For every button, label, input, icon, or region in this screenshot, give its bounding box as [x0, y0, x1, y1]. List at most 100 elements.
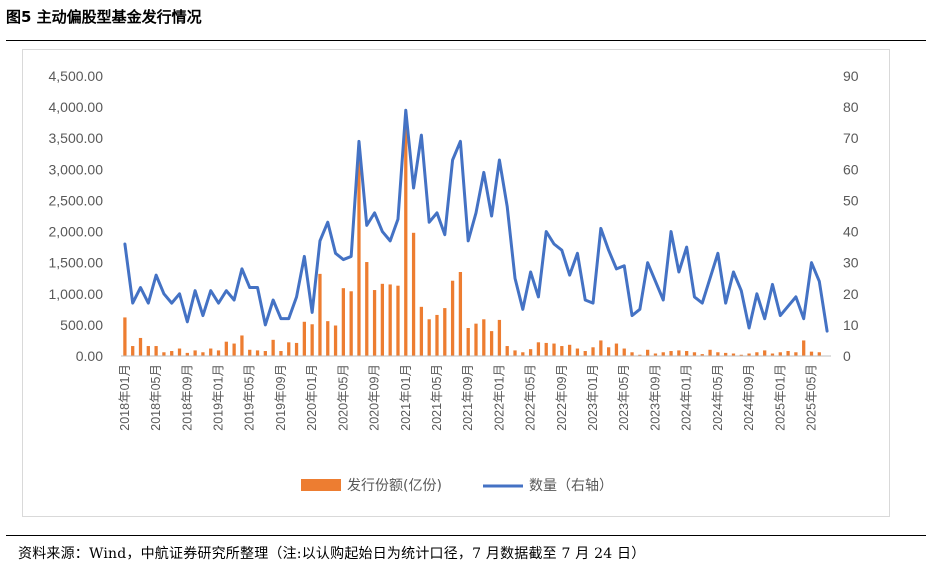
bar-issuance	[739, 354, 743, 356]
x-tick-label: 2018年05月	[149, 364, 163, 431]
x-tick-label: 2021年01月	[399, 364, 413, 431]
x-tick-label: 2023年09月	[648, 364, 662, 431]
bar-issuance	[685, 351, 689, 356]
bar-issuance	[310, 324, 314, 356]
bar-issuance	[263, 351, 267, 356]
bar-issuance	[185, 352, 189, 356]
bar-issuance	[162, 352, 166, 356]
bar-issuance	[326, 321, 330, 356]
bar-issuance	[669, 351, 673, 356]
x-tick-label: 2020年01月	[305, 364, 319, 431]
bar-issuance	[146, 346, 150, 356]
x-tick-label: 2019年05月	[243, 364, 257, 431]
x-tick-label: 2018年01月	[118, 364, 132, 431]
y-right-tick-label: 50	[843, 192, 859, 208]
x-tick-label: 2021年05月	[430, 364, 444, 431]
bar-issuance	[817, 352, 821, 356]
bar-issuance	[209, 348, 213, 356]
x-tick-label: 2025年05月	[804, 364, 818, 431]
bar-issuance	[513, 350, 517, 356]
x-tick-label: 2023年05月	[617, 364, 631, 431]
bar-issuance	[747, 353, 751, 356]
bar-issuance	[318, 273, 322, 356]
bar-issuance	[372, 290, 377, 356]
y-left-tick-label: 3,000.00	[49, 161, 104, 177]
y-left-tick-label: 1,000.00	[49, 286, 104, 302]
y-left-tick-label: 3,500.00	[49, 130, 104, 146]
x-tick-label: 2024年05月	[711, 364, 725, 431]
bar-issuance	[622, 348, 626, 356]
bar-issuance	[653, 353, 658, 356]
chart-frame: 0.00 500.00 1,000.00 1,500.00 2,000.00 2,500.…	[22, 49, 890, 517]
bar-issuance	[700, 354, 704, 356]
bar-issuance	[248, 349, 252, 356]
bar-issuance	[521, 352, 525, 356]
bar-issuance	[614, 343, 619, 356]
bar-issuance	[763, 350, 767, 356]
bar-issuance	[708, 349, 712, 356]
bar-issuance	[341, 288, 346, 356]
source-divider	[6, 535, 926, 536]
chart-svg: 0.00 500.00 1,000.00 1,500.00 2,000.00 2,500.…	[49, 68, 859, 494]
bar-issuance	[458, 272, 463, 356]
x-tick-label: 2020年05月	[336, 364, 350, 431]
bar-issuance	[287, 342, 291, 356]
bar-issuance	[255, 350, 260, 356]
bar-issuance	[505, 346, 509, 356]
bar-issuance	[567, 344, 572, 356]
bar-issuance	[131, 346, 135, 356]
bar-issuance	[646, 349, 650, 356]
legend-bar-swatch	[301, 479, 341, 491]
x-tick-label: 2019年09月	[274, 364, 288, 431]
legend-bar-label: 发行份额(亿份)	[347, 478, 442, 494]
bar-issuance	[497, 319, 502, 356]
bar-issuance	[552, 343, 556, 356]
x-tick-label: 2022年01月	[492, 364, 506, 431]
bar-issuance	[544, 342, 548, 356]
y-right-tick-label: 40	[843, 224, 859, 240]
bar-issuance	[466, 328, 470, 356]
y-right-tick-label: 90	[843, 68, 859, 84]
y-right-tick-label: 30	[843, 255, 859, 271]
bar-issuance	[755, 352, 759, 356]
bar-issuance	[536, 342, 541, 356]
title-divider	[6, 40, 926, 41]
x-tick-label: 2018年09月	[180, 364, 194, 431]
y-right-tick-label: 0	[843, 348, 851, 364]
bar-issuance	[560, 346, 564, 356]
bar-issuance	[419, 306, 424, 356]
bar-issuance	[809, 351, 814, 356]
bar-issuance	[240, 335, 244, 356]
bar-issuance	[599, 340, 603, 356]
bar-issuance	[349, 291, 353, 356]
bar-issuance	[232, 343, 236, 356]
bar-issuance	[154, 346, 158, 356]
bar-issuance	[770, 353, 775, 356]
bar-issuance	[677, 350, 681, 356]
bar-issuance	[216, 350, 221, 356]
bar-issuance	[365, 262, 369, 356]
y-left-tick-label: 2,500.00	[49, 192, 104, 208]
bar-issuance	[435, 314, 439, 356]
bar-issuance	[177, 348, 182, 356]
bar-issuance	[591, 347, 595, 356]
bar-issuance	[271, 339, 275, 356]
x-tick-label: 2024年09月	[742, 364, 756, 431]
bar-issuance	[606, 347, 611, 356]
y-right-tick-label: 20	[843, 286, 859, 302]
y-left-tick-label: 0.00	[76, 348, 103, 364]
bar-issuance	[802, 340, 806, 356]
bar-issuance	[489, 331, 494, 356]
x-tick-label: 2022年05月	[524, 364, 538, 431]
bar-issuance	[528, 349, 533, 356]
bar-issuance	[450, 280, 455, 356]
bar-issuance	[357, 156, 361, 356]
legend-line-label: 数量（右轴）	[529, 478, 613, 494]
y-left-tick-label: 1,500.00	[49, 255, 104, 271]
x-tick-label: 2023年01月	[586, 364, 600, 431]
y-right-tick-label: 60	[843, 161, 859, 177]
y-right-tick-label: 80	[843, 99, 859, 115]
x-tick-label: 2020年09月	[368, 364, 382, 431]
bar-issuance	[638, 354, 642, 356]
bar-issuance	[193, 350, 197, 356]
